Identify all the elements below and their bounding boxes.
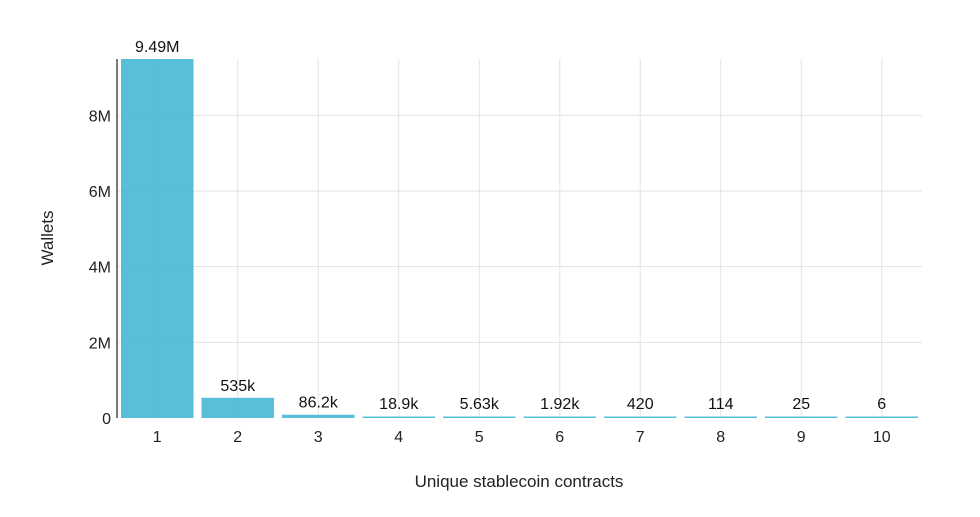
bar	[282, 414, 355, 418]
y-tick-label: 8M	[89, 108, 111, 125]
bar	[523, 416, 596, 418]
x-tick-label: 3	[314, 429, 323, 446]
bar	[201, 397, 274, 418]
x-tick-label: 1	[153, 429, 162, 446]
axis-layer: 0 2M 4M 6M 8M 1 2 3 4 5 6 7 8 9 10	[89, 59, 891, 446]
x-tick-label: 10	[873, 429, 891, 446]
data-label-layer: 9.49M 535k 86.2k 18.9k 5.63k 1.92k 420 114 25 6	[135, 39, 886, 413]
x-tick-label: 9	[797, 429, 806, 446]
bar-value-label: 6	[877, 396, 886, 413]
x-tick-label: 7	[636, 429, 645, 446]
bar-value-label: 1.92k	[540, 396, 580, 413]
bar	[604, 416, 677, 418]
x-tick-label: 5	[475, 429, 484, 446]
bar	[362, 416, 435, 418]
x-tick-label: 4	[394, 429, 403, 446]
grid-layer	[117, 59, 922, 418]
bar	[121, 59, 194, 418]
x-tick-label: 8	[716, 429, 725, 446]
bar-value-label: 5.63k	[460, 396, 500, 413]
x-tick-label: 2	[233, 429, 242, 446]
y-tick-label: 0	[102, 411, 111, 428]
bar-value-label: 25	[792, 396, 810, 413]
bar-value-label: 114	[708, 396, 734, 413]
x-axis-label: Unique stablecoin contracts	[415, 472, 624, 491]
bar-value-label: 420	[627, 396, 654, 413]
bar	[684, 416, 757, 418]
bar	[443, 416, 516, 418]
x-tick-label: 6	[555, 429, 564, 446]
bar	[845, 416, 918, 418]
bar-value-label: 86.2k	[299, 395, 339, 412]
y-tick-label: 4M	[89, 260, 111, 277]
y-tick-label: 2M	[89, 335, 111, 352]
bar-layer	[121, 59, 918, 418]
bar-value-label: 535k	[220, 378, 256, 395]
bar-value-label: 9.49M	[135, 39, 179, 56]
bar-value-label: 18.9k	[379, 396, 419, 413]
bar	[765, 416, 838, 418]
y-axis-label: Wallets	[38, 210, 57, 265]
y-tick-label: 6M	[89, 184, 111, 201]
